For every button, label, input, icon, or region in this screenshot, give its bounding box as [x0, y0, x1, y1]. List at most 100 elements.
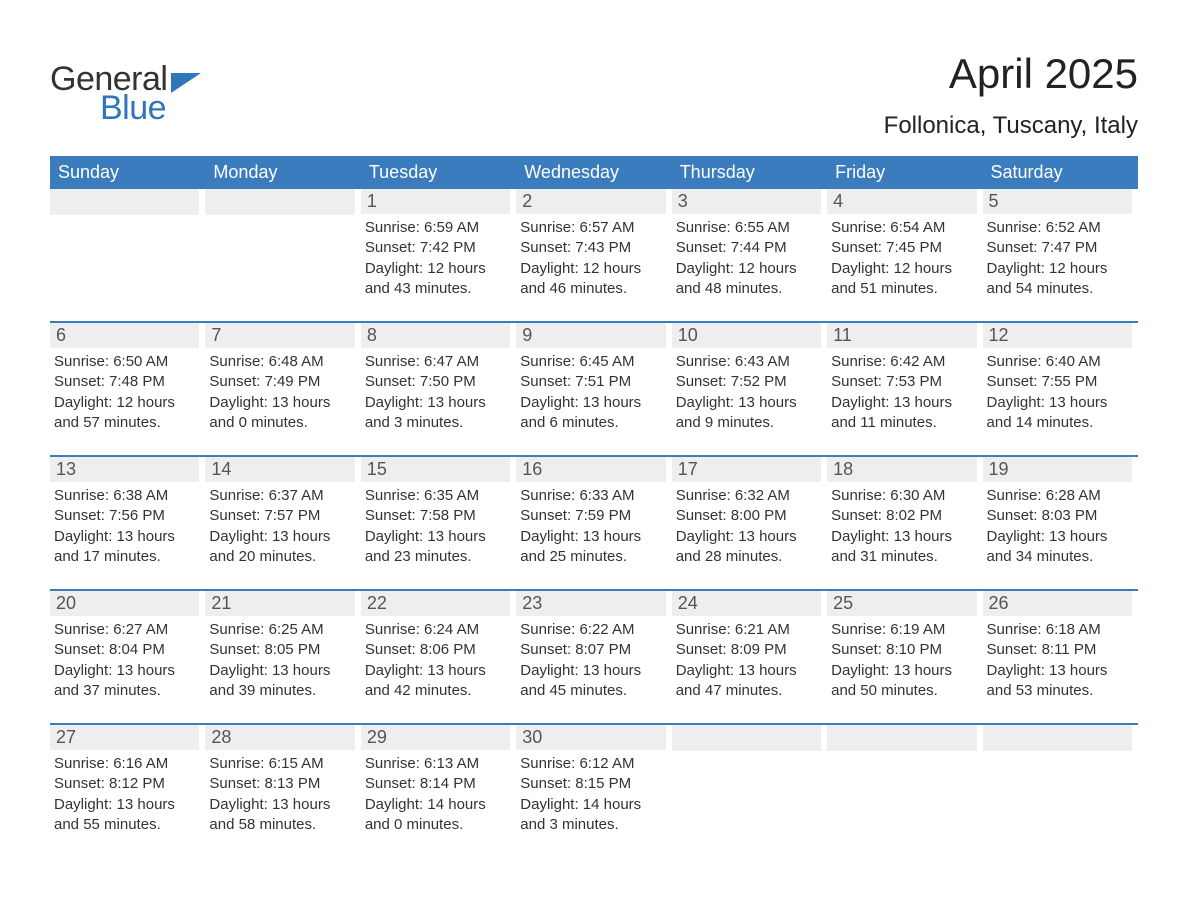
week-row: 27Sunrise: 6:16 AMSunset: 8:12 PMDayligh…: [50, 723, 1138, 839]
sunrise-text: Sunrise: 6:48 AM: [209, 352, 350, 372]
day-cell: 25Sunrise: 6:19 AMSunset: 8:10 PMDayligh…: [827, 591, 982, 705]
day-number: 3: [672, 189, 821, 214]
daylight-text: Daylight: 13 hours and 47 minutes.: [676, 661, 817, 702]
daylight-text: Daylight: 13 hours and 34 minutes.: [987, 527, 1128, 568]
daylight-text: Daylight: 14 hours and 0 minutes.: [365, 795, 506, 836]
day-number: 26: [983, 591, 1132, 616]
sunset-text: Sunset: 7:53 PM: [831, 372, 972, 392]
day-cell: [672, 725, 827, 839]
day-number: 5: [983, 189, 1132, 214]
day-body: Sunrise: 6:33 AMSunset: 7:59 PMDaylight:…: [516, 482, 665, 571]
calendar: SundayMondayTuesdayWednesdayThursdayFrid…: [50, 156, 1138, 839]
daylight-text: Daylight: 13 hours and 9 minutes.: [676, 393, 817, 434]
day-number: 2: [516, 189, 665, 214]
day-number: 21: [205, 591, 354, 616]
sunrise-text: Sunrise: 6:38 AM: [54, 486, 195, 506]
day-cell: 11Sunrise: 6:42 AMSunset: 7:53 PMDayligh…: [827, 323, 982, 437]
sunrise-text: Sunrise: 6:21 AM: [676, 620, 817, 640]
day-number: 30: [516, 725, 665, 750]
day-body: Sunrise: 6:18 AMSunset: 8:11 PMDaylight:…: [983, 616, 1132, 705]
weekday-header: Friday: [827, 156, 982, 189]
day-number: 9: [516, 323, 665, 348]
day-cell: 4Sunrise: 6:54 AMSunset: 7:45 PMDaylight…: [827, 189, 982, 303]
week-row: 13Sunrise: 6:38 AMSunset: 7:56 PMDayligh…: [50, 455, 1138, 571]
day-body: Sunrise: 6:32 AMSunset: 8:00 PMDaylight:…: [672, 482, 821, 571]
daylight-text: Daylight: 14 hours and 3 minutes.: [520, 795, 661, 836]
day-cell: 20Sunrise: 6:27 AMSunset: 8:04 PMDayligh…: [50, 591, 205, 705]
sunrise-text: Sunrise: 6:19 AM: [831, 620, 972, 640]
sunrise-text: Sunrise: 6:30 AM: [831, 486, 972, 506]
daylight-text: Daylight: 13 hours and 23 minutes.: [365, 527, 506, 568]
sunset-text: Sunset: 7:52 PM: [676, 372, 817, 392]
daylight-text: Daylight: 13 hours and 45 minutes.: [520, 661, 661, 702]
day-number: 19: [983, 457, 1132, 482]
day-body: [50, 215, 199, 223]
day-cell: 13Sunrise: 6:38 AMSunset: 7:56 PMDayligh…: [50, 457, 205, 571]
sunrise-text: Sunrise: 6:22 AM: [520, 620, 661, 640]
sunset-text: Sunset: 8:12 PM: [54, 774, 195, 794]
sunrise-text: Sunrise: 6:54 AM: [831, 218, 972, 238]
day-number: 12: [983, 323, 1132, 348]
sunset-text: Sunset: 7:51 PM: [520, 372, 661, 392]
logo-triangle-icon: [171, 73, 201, 93]
daylight-text: Daylight: 12 hours and 48 minutes.: [676, 259, 817, 300]
daylight-text: Daylight: 13 hours and 53 minutes.: [987, 661, 1128, 702]
sunrise-text: Sunrise: 6:42 AM: [831, 352, 972, 372]
day-body: [672, 751, 821, 759]
sunrise-text: Sunrise: 6:35 AM: [365, 486, 506, 506]
daylight-text: Daylight: 13 hours and 11 minutes.: [831, 393, 972, 434]
day-number: 6: [50, 323, 199, 348]
day-cell: 10Sunrise: 6:43 AMSunset: 7:52 PMDayligh…: [672, 323, 827, 437]
daylight-text: Daylight: 13 hours and 31 minutes.: [831, 527, 972, 568]
sunset-text: Sunset: 8:11 PM: [987, 640, 1128, 660]
sunset-text: Sunset: 8:02 PM: [831, 506, 972, 526]
daylight-text: Daylight: 13 hours and 37 minutes.: [54, 661, 195, 702]
day-body: Sunrise: 6:59 AMSunset: 7:42 PMDaylight:…: [361, 214, 510, 303]
day-cell: 18Sunrise: 6:30 AMSunset: 8:02 PMDayligh…: [827, 457, 982, 571]
sunset-text: Sunset: 7:44 PM: [676, 238, 817, 258]
weekday-header: Thursday: [672, 156, 827, 189]
day-body: Sunrise: 6:16 AMSunset: 8:12 PMDaylight:…: [50, 750, 199, 839]
daylight-text: Daylight: 13 hours and 25 minutes.: [520, 527, 661, 568]
sunrise-text: Sunrise: 6:13 AM: [365, 754, 506, 774]
day-cell: 7Sunrise: 6:48 AMSunset: 7:49 PMDaylight…: [205, 323, 360, 437]
sunrise-text: Sunrise: 6:43 AM: [676, 352, 817, 372]
day-number: 20: [50, 591, 199, 616]
sunset-text: Sunset: 8:04 PM: [54, 640, 195, 660]
sunset-text: Sunset: 7:47 PM: [987, 238, 1128, 258]
sunset-text: Sunset: 7:43 PM: [520, 238, 661, 258]
location-subtitle: Follonica, Tuscany, Italy: [884, 112, 1138, 140]
sunset-text: Sunset: 7:58 PM: [365, 506, 506, 526]
sunset-text: Sunset: 7:42 PM: [365, 238, 506, 258]
day-cell: 8Sunrise: 6:47 AMSunset: 7:50 PMDaylight…: [361, 323, 516, 437]
sunrise-text: Sunrise: 6:24 AM: [365, 620, 506, 640]
sunrise-text: Sunrise: 6:50 AM: [54, 352, 195, 372]
daylight-text: Daylight: 13 hours and 42 minutes.: [365, 661, 506, 702]
day-number: 13: [50, 457, 199, 482]
sunrise-text: Sunrise: 6:40 AM: [987, 352, 1128, 372]
day-number: [672, 725, 821, 751]
day-body: Sunrise: 6:21 AMSunset: 8:09 PMDaylight:…: [672, 616, 821, 705]
day-body: Sunrise: 6:50 AMSunset: 7:48 PMDaylight:…: [50, 348, 199, 437]
day-number: 16: [516, 457, 665, 482]
daylight-text: Daylight: 13 hours and 3 minutes.: [365, 393, 506, 434]
day-body: Sunrise: 6:47 AMSunset: 7:50 PMDaylight:…: [361, 348, 510, 437]
day-cell: 26Sunrise: 6:18 AMSunset: 8:11 PMDayligh…: [983, 591, 1138, 705]
logo-blue-text: Blue: [100, 89, 201, 128]
day-cell: 9Sunrise: 6:45 AMSunset: 7:51 PMDaylight…: [516, 323, 671, 437]
day-body: [827, 751, 976, 759]
sunrise-text: Sunrise: 6:59 AM: [365, 218, 506, 238]
sunset-text: Sunset: 8:05 PM: [209, 640, 350, 660]
day-cell: 19Sunrise: 6:28 AMSunset: 8:03 PMDayligh…: [983, 457, 1138, 571]
day-cell: [50, 189, 205, 303]
sunrise-text: Sunrise: 6:16 AM: [54, 754, 195, 774]
day-cell: 1Sunrise: 6:59 AMSunset: 7:42 PMDaylight…: [361, 189, 516, 303]
sunset-text: Sunset: 8:14 PM: [365, 774, 506, 794]
day-cell: 28Sunrise: 6:15 AMSunset: 8:13 PMDayligh…: [205, 725, 360, 839]
sunrise-text: Sunrise: 6:47 AM: [365, 352, 506, 372]
weekday-header: Tuesday: [361, 156, 516, 189]
day-body: Sunrise: 6:42 AMSunset: 7:53 PMDaylight:…: [827, 348, 976, 437]
sunset-text: Sunset: 8:13 PM: [209, 774, 350, 794]
day-cell: 12Sunrise: 6:40 AMSunset: 7:55 PMDayligh…: [983, 323, 1138, 437]
day-cell: 21Sunrise: 6:25 AMSunset: 8:05 PMDayligh…: [205, 591, 360, 705]
